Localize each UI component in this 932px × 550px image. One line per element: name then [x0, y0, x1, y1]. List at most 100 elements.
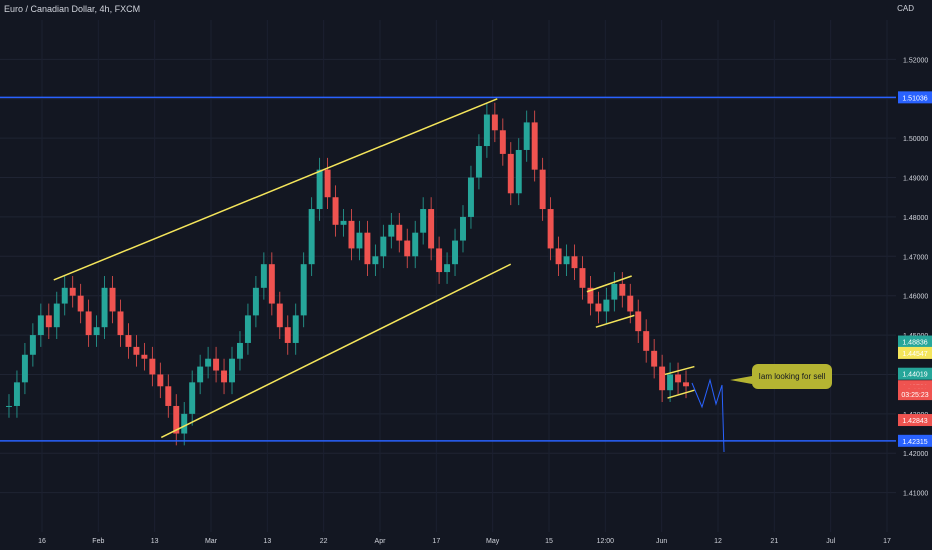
price-marker	[898, 388, 932, 401]
trendline	[664, 365, 695, 376]
x-tick-label: Apr	[375, 538, 387, 545]
candle-body	[101, 287, 108, 328]
candle-body	[221, 370, 228, 383]
candle-body	[6, 405, 12, 407]
price-marker-label: 1.48836	[902, 340, 927, 347]
candle-body	[260, 264, 267, 288]
candle-body	[236, 342, 243, 359]
candle-body	[13, 382, 20, 406]
candle-body	[667, 374, 674, 391]
candle-body	[85, 311, 92, 336]
candle-body	[404, 240, 411, 257]
candle-body	[555, 248, 562, 265]
price-marker	[898, 91, 932, 104]
candle-body	[603, 299, 610, 312]
price-marker-label: 1.44547	[902, 351, 927, 358]
y-tick-label: 1.48000	[903, 215, 928, 222]
candle-body	[69, 287, 76, 296]
candle-body	[133, 346, 140, 355]
candle-body	[205, 358, 212, 367]
candle-body	[117, 311, 124, 336]
candle-body	[571, 256, 578, 269]
x-tick-label: 12:00	[597, 538, 615, 545]
y-tick-label: 1.52000	[903, 57, 928, 64]
candle-body	[611, 283, 618, 300]
candle-body	[300, 264, 307, 316]
candle-body	[197, 366, 204, 383]
trendlines	[0, 96, 896, 453]
candle-body	[467, 177, 474, 217]
candle-body	[683, 382, 689, 387]
price-marker-label: 1.44019	[902, 372, 927, 379]
candle-body	[436, 248, 443, 273]
x-tick-label: 12	[714, 538, 722, 545]
candle-body	[29, 335, 36, 355]
candle-body	[141, 354, 148, 359]
x-tick-label: Feb	[92, 538, 104, 545]
candle-body	[483, 114, 490, 147]
x-tick-label: Mar	[205, 538, 218, 545]
y-tick-label: 1.50000	[903, 136, 928, 143]
candle-body	[157, 374, 164, 387]
price-marker	[898, 367, 932, 380]
x-tick-label: 13	[263, 538, 271, 545]
candle-body	[324, 169, 331, 198]
grid	[0, 20, 896, 532]
candle-body	[213, 358, 220, 371]
candle-body	[364, 232, 371, 265]
candle-body	[276, 303, 283, 328]
candle-body	[93, 327, 100, 336]
price-marker-label: 1.42315	[902, 439, 927, 446]
candle-body	[428, 209, 435, 249]
candle-body	[380, 236, 387, 257]
x-tick-label: 13	[151, 538, 159, 545]
candle-body	[189, 382, 196, 414]
candle-body	[643, 331, 650, 351]
y-tick-label: 1.46000	[903, 294, 928, 301]
candle-body	[539, 169, 546, 210]
candle-body	[412, 232, 419, 257]
candle-body	[181, 413, 188, 434]
x-tick-label: 21	[770, 538, 778, 545]
candle-body	[316, 169, 323, 210]
candle-body	[595, 303, 602, 312]
price-marker	[898, 346, 932, 359]
candle-body	[444, 264, 451, 273]
chart-title: Euro / Canadian Dollar, 4h, FXCM	[4, 4, 141, 14]
trendline	[586, 275, 632, 293]
candle-body	[348, 220, 355, 249]
candle-body	[515, 149, 522, 194]
axes: 1.520001.510001.500001.490001.480001.470…	[38, 57, 932, 545]
candle-body	[460, 216, 466, 241]
candle-body	[308, 209, 315, 265]
callout-text: Iam looking for sell	[758, 372, 826, 381]
candle-body	[372, 256, 379, 265]
projection-path	[691, 378, 725, 453]
price-marker	[898, 414, 932, 427]
y-tick-label: 1.47000	[903, 254, 928, 261]
candle-body	[563, 256, 570, 265]
price-marker	[898, 335, 932, 348]
candle-body	[332, 197, 339, 225]
y-tick-label: 1.42000	[903, 451, 928, 458]
candle-body	[491, 114, 498, 131]
candle-body	[165, 386, 172, 406]
candle-body	[125, 335, 132, 347]
candle-body	[547, 209, 554, 249]
candle-body	[420, 209, 427, 233]
candle-body	[292, 315, 299, 343]
candle-body	[388, 224, 395, 237]
x-tick-label: 17	[432, 538, 440, 545]
candle-body	[45, 315, 52, 328]
candle-body	[284, 327, 291, 343]
candle-body	[635, 311, 642, 332]
candle-body	[627, 295, 634, 312]
candle-body	[340, 220, 347, 225]
candle-body	[356, 232, 363, 249]
candle-body	[475, 146, 482, 178]
candle-body	[659, 366, 666, 391]
candle-body	[499, 130, 506, 154]
candle-body	[579, 268, 586, 288]
x-tick-label: Jun	[656, 538, 667, 545]
